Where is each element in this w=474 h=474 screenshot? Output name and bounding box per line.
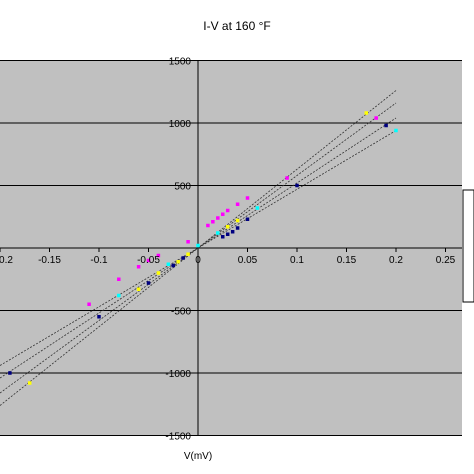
data-point-series-3 bbox=[176, 260, 180, 264]
data-point-series-2 bbox=[97, 315, 101, 319]
tick-labels: 0.2 -0.15 -0.1 -0.05 0 0.05 0.1 0.15 0.2 0.25 -150… bbox=[0, 57, 456, 443]
x-tick-label: -0.1 bbox=[90, 255, 108, 266]
data-point-series-1 bbox=[146, 258, 151, 263]
data-point-series-1 bbox=[156, 253, 161, 258]
legend-box bbox=[462, 189, 474, 303]
data-point-series-4 bbox=[117, 293, 121, 298]
data-point-series-2 bbox=[230, 230, 235, 234]
data-point-series-3 bbox=[235, 218, 240, 223]
data-point-series-1 bbox=[206, 223, 210, 228]
y-tick-label: -500 bbox=[171, 307, 191, 318]
data-point-series-3 bbox=[225, 225, 230, 229]
data-point-series-2 bbox=[181, 256, 185, 260]
x-tick-label: 0.25 bbox=[436, 255, 456, 266]
data-point-series-3 bbox=[156, 271, 161, 275]
data-point-series-2 bbox=[225, 232, 230, 236]
x-tick-label: 0.05 bbox=[238, 255, 258, 266]
y-tick-label: -1000 bbox=[165, 369, 191, 380]
data-point-series-1 bbox=[216, 216, 220, 220]
chart-title: I-V at 160 °F bbox=[203, 19, 271, 33]
data-point-series-1 bbox=[117, 277, 121, 281]
data-point-series-1 bbox=[374, 116, 378, 120]
x-tick-label: 0.2 bbox=[0, 255, 13, 266]
data-point-series-4 bbox=[255, 206, 260, 210]
data-point-series-1 bbox=[235, 202, 240, 206]
x-tick-label: 0.1 bbox=[290, 255, 304, 266]
data-point-series-2 bbox=[384, 123, 388, 128]
gridlines bbox=[0, 60, 462, 436]
data-point-series-3 bbox=[364, 111, 369, 115]
data-point-series-2 bbox=[8, 371, 12, 375]
data-point-series-1 bbox=[221, 212, 225, 216]
data-point-series-3 bbox=[136, 287, 141, 291]
x-axis-title: V(mV) bbox=[184, 451, 212, 462]
y-tick-label: 1500 bbox=[169, 57, 192, 68]
data-point-series-3 bbox=[186, 252, 190, 256]
x-tick-label: 0 bbox=[195, 255, 201, 266]
data-point-series-2 bbox=[245, 217, 250, 221]
x-tick-label: -0.15 bbox=[38, 255, 61, 266]
data-point-series-1 bbox=[186, 240, 190, 244]
y-tick-label: -1500 bbox=[165, 432, 191, 443]
trendlines bbox=[0, 90, 397, 406]
data-points bbox=[8, 111, 398, 385]
trendline-2 bbox=[0, 117, 397, 379]
data-point-series-1 bbox=[211, 220, 215, 224]
data-point-series-1 bbox=[87, 302, 91, 306]
data-point-series-1 bbox=[285, 176, 289, 180]
x-tick-label: 0.15 bbox=[337, 255, 357, 266]
data-point-series-4 bbox=[216, 231, 220, 235]
data-point-series-2 bbox=[295, 183, 299, 188]
data-point-series-2 bbox=[235, 226, 240, 230]
x-tick-label: 0.2 bbox=[389, 255, 403, 266]
y-tick-label: 500 bbox=[174, 182, 191, 193]
data-point-series-2 bbox=[171, 263, 175, 268]
data-point-series-2 bbox=[146, 281, 151, 285]
data-point-series-4 bbox=[196, 243, 200, 248]
data-point-series-1 bbox=[225, 208, 230, 213]
data-point-series-1 bbox=[245, 196, 250, 200]
data-point-series-4 bbox=[166, 262, 171, 266]
data-point-series-4 bbox=[394, 128, 398, 133]
data-point-series-2 bbox=[221, 235, 225, 239]
y-tick-label: 1000 bbox=[169, 119, 192, 130]
trendline-3 bbox=[0, 90, 397, 406]
data-point-series-3 bbox=[27, 381, 32, 385]
x-tick-label: -0.05 bbox=[137, 255, 160, 266]
data-point-series-1 bbox=[136, 265, 141, 269]
